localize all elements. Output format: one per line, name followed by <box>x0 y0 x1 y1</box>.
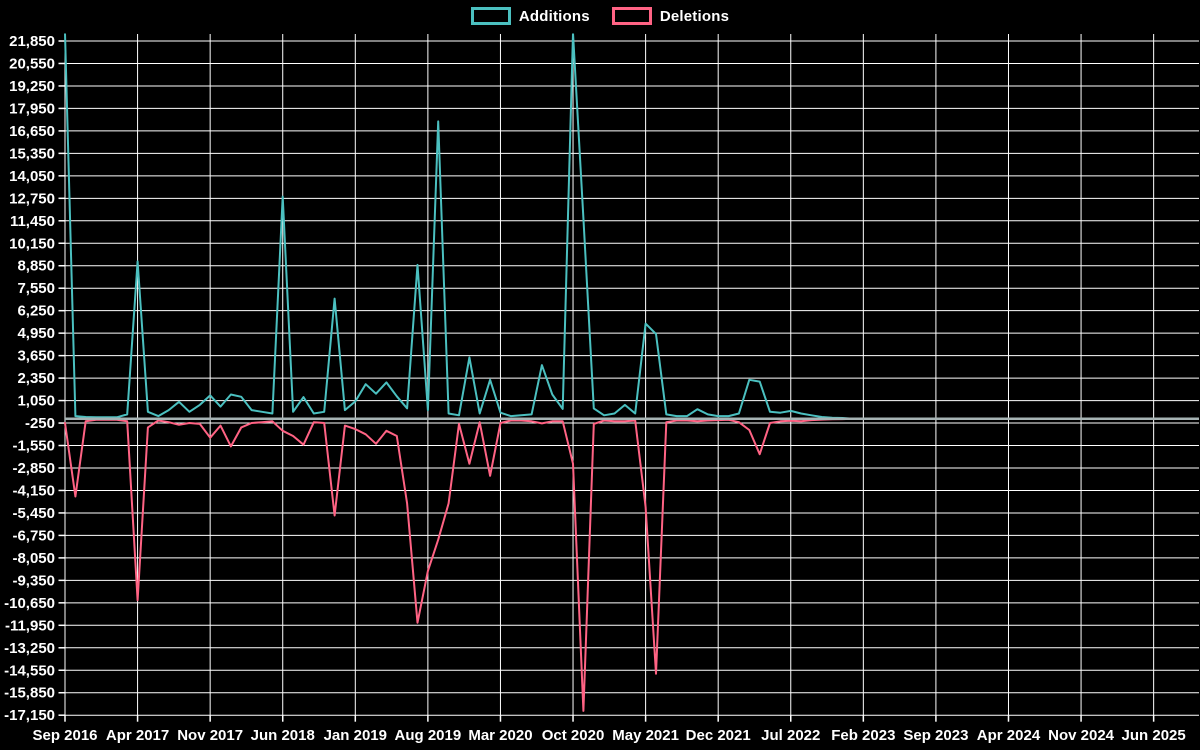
y-axis-tick-label: 4,950 <box>17 325 55 342</box>
chart-legend: Additions Deletions <box>0 7 1200 25</box>
y-axis-tick-label: 2,350 <box>17 370 55 387</box>
y-axis-tick-label: -6,750 <box>12 527 55 544</box>
y-axis-tick-label: -17,150 <box>4 707 55 724</box>
x-axis-tick-label: Mar 2020 <box>468 727 532 744</box>
legend-label-deletions: Deletions <box>659 7 730 25</box>
y-axis-tick-label: 10,150 <box>9 235 55 252</box>
series-layer <box>64 33 1199 712</box>
x-axis-tick-label: Apr 2024 <box>977 727 1041 744</box>
y-axis-tick-label: -13,250 <box>4 640 55 657</box>
x-axis-tick-label: Nov 2024 <box>1048 727 1115 744</box>
y-axis-tick-label: -250 <box>25 415 55 432</box>
y-axis-tick-label: 3,650 <box>17 348 55 365</box>
x-axis-tick-label: Jun 2025 <box>1122 727 1186 744</box>
legend-item-additions[interactable]: Additions <box>470 7 590 25</box>
y-axis-tick-label: 7,550 <box>17 280 55 297</box>
legend-label-additions: Additions <box>518 7 590 25</box>
x-grid: Sep 2016 Apr 2017 Nov 2017 Jun 2018 Jan 2019… <box>32 34 1186 744</box>
x-axis-tick-label: Aug 2019 <box>395 727 462 744</box>
y-axis-tick-label: -14,550 <box>4 662 55 679</box>
y-axis-tick-label: -8,050 <box>12 550 55 567</box>
y-axis-tick-label: 12,750 <box>9 190 55 207</box>
x-axis-tick-label: Feb 2023 <box>831 727 895 744</box>
y-axis-tick-label: -15,850 <box>4 685 55 702</box>
y-axis-tick-label: 21,850 <box>9 33 55 50</box>
y-axis-tick-label: 11,450 <box>10 213 55 230</box>
x-axis-tick-label: Jun 2018 <box>251 727 315 744</box>
deletions-line <box>64 417 1197 712</box>
deletions-swatch-icon <box>611 7 652 25</box>
y-axis-tick-label: -5,450 <box>12 505 55 522</box>
x-axis-tick-label: Nov 2017 <box>177 727 243 744</box>
y-axis-tick-label: 6,250 <box>17 303 55 320</box>
x-axis-tick-label: Sep 2023 <box>903 727 968 744</box>
y-axis-tick-label: 1,050 <box>17 393 55 410</box>
y-axis-tick-label: 8,850 <box>17 258 55 275</box>
y-axis-tick-label: 14,050 <box>9 168 55 185</box>
y-axis-tick-label: -2,850 <box>12 460 55 477</box>
additions-line <box>64 33 1197 420</box>
y-axis-tick-label: 17,950 <box>9 100 55 117</box>
x-axis-tick-label: Jan 2019 <box>324 727 387 744</box>
x-axis-tick-label: Oct 2020 <box>542 727 605 744</box>
additions-swatch-icon <box>470 7 511 25</box>
legend-item-deletions[interactable]: Deletions <box>611 7 730 25</box>
x-axis-tick-label: Apr 2017 <box>106 727 169 744</box>
y-grid: 21,850 20,550 19,250 17,950 16,650 15,350 14,0… <box>4 33 1199 724</box>
y-axis-tick-label: -11,950 <box>5 617 55 634</box>
x-axis-tick-label: May 2021 <box>612 727 679 744</box>
y-axis-tick-label: -1,550 <box>12 438 55 455</box>
x-axis-tick-label: Dec 2021 <box>686 727 751 744</box>
y-axis-tick-label: -10,650 <box>4 595 55 612</box>
x-axis-tick-label: Jul 2022 <box>761 727 820 744</box>
y-axis-tick-label: 20,550 <box>9 55 55 72</box>
y-axis-tick-label: 19,250 <box>9 78 55 95</box>
x-axis-tick-label: Sep 2016 <box>32 727 97 744</box>
y-axis-tick-label: 15,350 <box>9 145 55 162</box>
y-axis-tick-label: -9,350 <box>12 572 55 589</box>
y-axis-tick-label: -4,150 <box>12 482 55 499</box>
y-axis-tick-label: 16,650 <box>9 123 55 140</box>
